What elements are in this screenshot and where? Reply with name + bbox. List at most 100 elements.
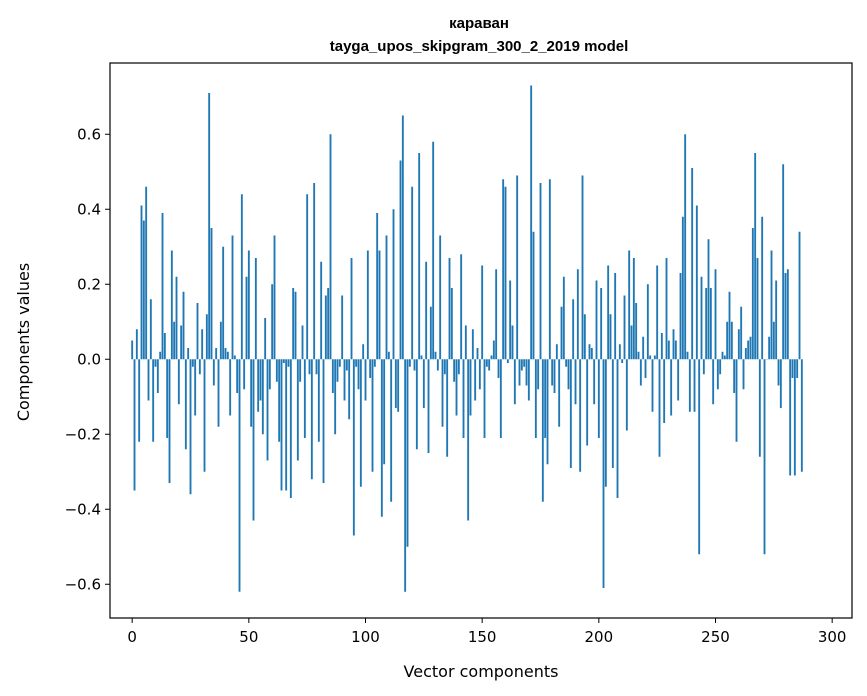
bar: [772, 321, 775, 360]
bar: [516, 175, 519, 360]
chart-subtitle: tayga_upos_skipgram_300_2_2019 model: [330, 38, 629, 55]
bar: [616, 359, 619, 498]
bar: [453, 359, 456, 382]
bar: [138, 359, 141, 442]
bar: [359, 359, 362, 487]
bar: [623, 295, 626, 360]
bar: [369, 359, 372, 378]
bar: [194, 359, 197, 416]
y-axis: −0.6 −0.4 −0.2 0.0 0.2 0.4 0.6: [65, 125, 110, 593]
bar: [492, 340, 495, 360]
bar: [278, 359, 281, 442]
bar: [544, 359, 547, 438]
bar: [450, 288, 453, 360]
bar: [343, 359, 346, 401]
bar: [210, 228, 213, 360]
bar: [266, 359, 269, 461]
bar: [224, 348, 227, 360]
bar: [728, 291, 731, 360]
bar: [590, 348, 593, 360]
bar: [464, 325, 467, 360]
bar: [474, 359, 477, 401]
bar: [254, 258, 257, 360]
bar: [723, 355, 726, 360]
bar: [341, 295, 344, 360]
bar: [553, 359, 556, 393]
bar: [749, 336, 752, 360]
x-tick-label: 50: [239, 628, 258, 646]
bar: [471, 329, 474, 360]
bar: [250, 359, 253, 427]
bar: [716, 359, 719, 390]
bar: [688, 359, 691, 412]
y-tick-label: −0.6: [65, 575, 101, 593]
bar: [527, 359, 530, 401]
bar: [303, 359, 306, 438]
bar: [385, 235, 388, 360]
bar: [180, 325, 183, 360]
bar: [567, 359, 570, 390]
bar: [131, 340, 134, 360]
bar: [429, 306, 432, 360]
bar: [345, 359, 348, 371]
bar: [604, 359, 607, 487]
bar: [383, 359, 386, 465]
bar: [170, 250, 173, 360]
bar: [331, 359, 334, 393]
bar: [565, 359, 568, 367]
bar: [203, 359, 206, 472]
bar: [261, 359, 264, 435]
bar: [187, 348, 190, 360]
bar: [637, 351, 640, 360]
bar: [656, 265, 659, 360]
bar: [714, 269, 717, 360]
bar: [791, 359, 794, 378]
bar: [796, 359, 799, 378]
y-tick-label: 0.4: [77, 200, 101, 218]
bar: [646, 284, 649, 360]
bar: [366, 250, 369, 360]
bar: [555, 344, 558, 360]
bar: [336, 359, 339, 382]
bar: [310, 359, 313, 480]
bar: [644, 359, 647, 378]
bar: [296, 359, 299, 461]
bar: [719, 359, 722, 375]
bar: [660, 333, 663, 360]
y-tick-label: −0.4: [65, 500, 101, 518]
bar: [320, 261, 323, 360]
bar: [539, 183, 542, 360]
bar: [282, 359, 285, 363]
bar: [789, 359, 792, 476]
bar: [301, 325, 304, 360]
bar: [329, 134, 332, 360]
bar: [196, 303, 199, 360]
bar: [763, 359, 766, 555]
bar: [581, 175, 584, 360]
bar: [390, 359, 393, 502]
bar: [560, 306, 563, 360]
plot-frame: [109, 62, 853, 619]
x-tick-label: 0: [127, 628, 137, 646]
x-tick-label: 100: [351, 628, 380, 646]
bar: [222, 246, 225, 360]
bar: [611, 359, 614, 468]
y-tick-label: −0.2: [65, 425, 101, 443]
bar: [175, 276, 178, 360]
bar: [558, 359, 561, 427]
bar: [140, 205, 143, 360]
bar: [380, 359, 383, 517]
bar: [506, 359, 509, 363]
bar: [245, 276, 248, 360]
bar: [625, 359, 628, 431]
bar: [670, 359, 673, 416]
bar: [238, 359, 241, 592]
bar: [707, 239, 710, 360]
bar: [509, 280, 512, 360]
bar: [362, 344, 365, 360]
bar: [334, 359, 337, 435]
bar: [208, 93, 211, 360]
bar: [168, 359, 171, 483]
bar: [541, 359, 544, 502]
